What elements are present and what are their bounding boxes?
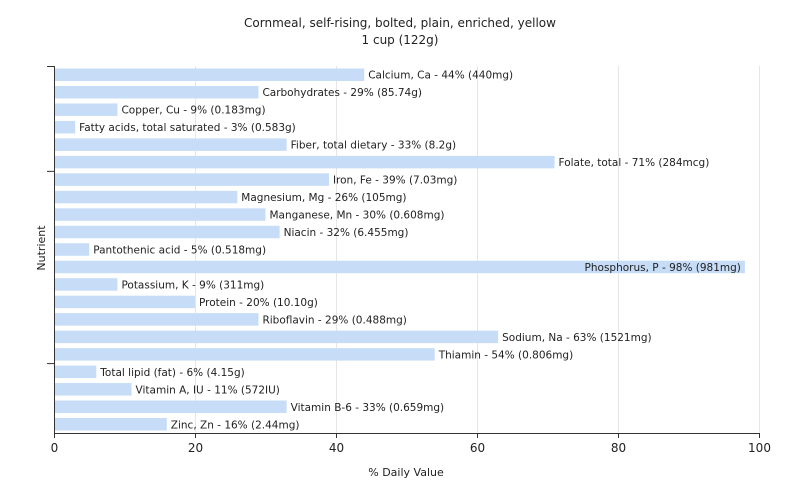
bar-label: Riboflavin - 29% (0.488mg) bbox=[262, 314, 406, 326]
bar-label: Folate, total - 71% (284mcg) bbox=[559, 157, 710, 169]
bar-label: Protein - 20% (10.10g) bbox=[199, 297, 318, 309]
bar-label: Total lipid (fat) - 6% (4.15g) bbox=[99, 367, 244, 379]
bar bbox=[55, 225, 280, 239]
bar bbox=[55, 68, 365, 81]
bar bbox=[55, 208, 266, 221]
chart-subtitle: 1 cup (122g) bbox=[362, 33, 439, 47]
bar bbox=[55, 155, 555, 169]
bar-label: Potassium, K - 9% (311mg) bbox=[121, 279, 264, 291]
bar bbox=[55, 383, 132, 396]
y-axis-label: Nutrient bbox=[35, 225, 48, 271]
bar bbox=[55, 295, 195, 309]
bar bbox=[55, 365, 97, 379]
bar bbox=[55, 418, 167, 431]
bar bbox=[55, 103, 118, 116]
x-tick-label: 40 bbox=[329, 441, 344, 455]
bar bbox=[55, 260, 745, 274]
x-tick-label: 0 bbox=[51, 441, 59, 455]
bar bbox=[55, 330, 499, 344]
plot-area: Calcium, Ca - 44% (440mg) Carbohydrates -… bbox=[47, 66, 771, 455]
bar bbox=[55, 120, 76, 134]
bar-label: Magnesium, Mg - 26% (105mg) bbox=[241, 192, 406, 204]
bar-label: Fatty acids, total saturated - 3% (0.583… bbox=[79, 122, 296, 134]
bar bbox=[55, 313, 259, 326]
bar-label: Vitamin B-6 - 33% (0.659mg) bbox=[291, 402, 445, 414]
x-tick-label: 20 bbox=[188, 441, 203, 455]
bar-label: Copper, Cu - 9% (0.183mg) bbox=[121, 105, 265, 117]
bar bbox=[55, 138, 287, 151]
bar-label: Phosphorus, P - 98% (981mg) bbox=[585, 262, 741, 274]
bar-label: Pantothenic acid - 5% (0.518mg) bbox=[93, 245, 266, 257]
bar-label: Iron, Fe - 39% (7.03mg) bbox=[333, 175, 457, 187]
bar bbox=[55, 173, 329, 186]
bar-label: Niacin - 32% (6.455mg) bbox=[284, 227, 409, 239]
x-tick-label: 100 bbox=[748, 441, 771, 455]
bar bbox=[55, 400, 287, 414]
bar-label: Carbohydrates - 29% (85.74g) bbox=[262, 87, 422, 99]
bar-label: Thiamin - 54% (0.806mg) bbox=[438, 349, 574, 361]
bar bbox=[55, 85, 259, 99]
bar bbox=[55, 243, 90, 256]
x-tick-label: 80 bbox=[611, 441, 626, 455]
bar-label: Sodium, Na - 63% (1521mg) bbox=[502, 332, 651, 344]
bar-label: Calcium, Ca - 44% (440mg) bbox=[368, 70, 513, 82]
bar-label: Vitamin A, IU - 11% (572IU) bbox=[136, 384, 280, 396]
x-axis-label: % Daily Value bbox=[368, 466, 444, 479]
bar-label: Fiber, total dietary - 33% (8.2g) bbox=[291, 140, 456, 152]
bar-label: Zinc, Zn - 16% (2.44mg) bbox=[171, 419, 300, 431]
x-tick-label: 60 bbox=[470, 441, 485, 455]
bar-label: Manganese, Mn - 30% (0.608mg) bbox=[270, 210, 445, 222]
bar bbox=[55, 190, 238, 204]
chart-title: Cornmeal, self-rising, bolted, plain, en… bbox=[244, 16, 556, 30]
bar bbox=[55, 278, 118, 291]
bar bbox=[55, 348, 435, 361]
